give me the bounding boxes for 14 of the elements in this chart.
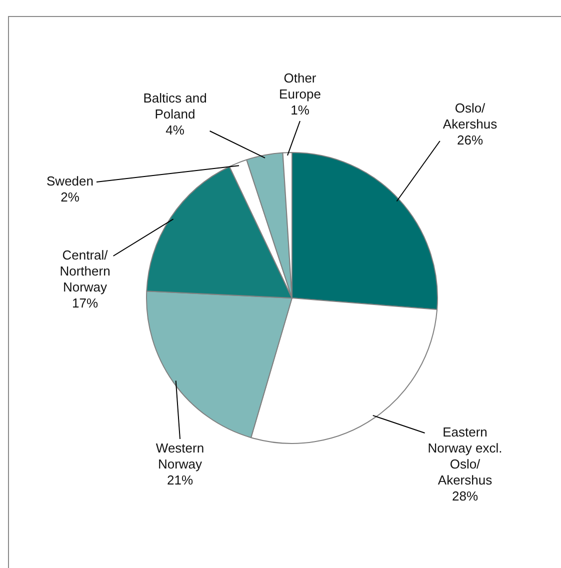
- data-label: 17%: [72, 296, 98, 311]
- slice-label: Baltics and Poland: [143, 90, 207, 122]
- data-label: 21%: [166, 472, 194, 488]
- data-label: 4%: [166, 122, 185, 138]
- slice-label: Sweden: [46, 174, 94, 189]
- data-label: 2%: [60, 190, 80, 205]
- slice-label: Other Europe: [279, 70, 321, 102]
- slice-label: Central/ Northern Norway: [60, 248, 110, 295]
- data-label: 28%: [452, 488, 478, 504]
- slice-label: Western Norway: [156, 440, 204, 472]
- slice-label: Eastern Norway excl. Oslo/ Akershus: [428, 424, 502, 488]
- data-label: 1%: [290, 102, 310, 118]
- slice-label: Oslo/ Akershus: [442, 100, 498, 132]
- data-label: 26%: [456, 132, 484, 148]
